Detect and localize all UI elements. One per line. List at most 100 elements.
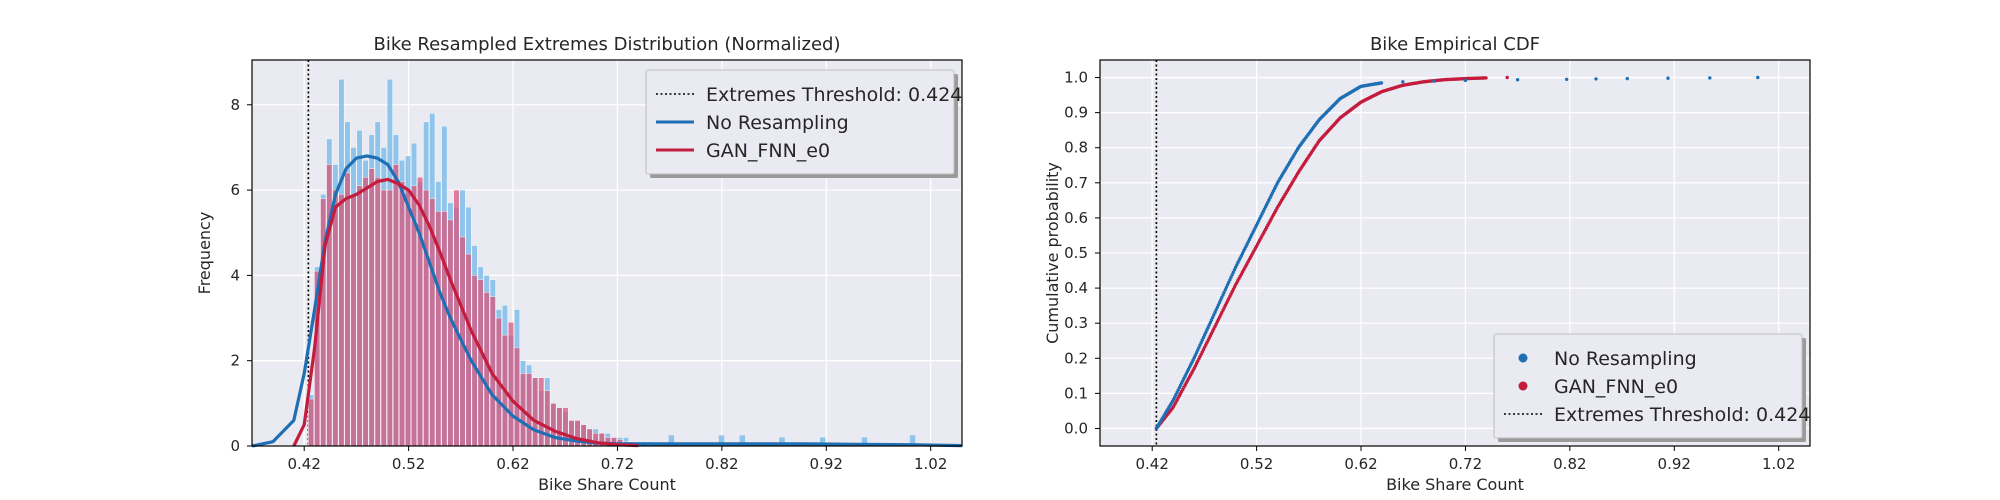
- x-tick-label: 1.02: [1762, 455, 1795, 473]
- histogram-bar: [538, 377, 545, 447]
- histogram-bar: [556, 407, 563, 447]
- histogram-bar: [308, 398, 315, 447]
- cdf-panel: 0.42 0.52 0.62 0.72 0.82 0.92 1.02 0.0 0.1 0.2 0.3…: [1043, 34, 1811, 494]
- y-tick-label: 0.6: [1064, 209, 1088, 227]
- histogram-bar: [441, 211, 448, 447]
- y-tick-label: 0.9: [1064, 104, 1088, 122]
- histogram-legend-box: [645, 69, 955, 175]
- histogram-y-axis-label: Frequency: [195, 212, 214, 295]
- histogram-bar: [374, 177, 381, 447]
- kde-line: [251, 154, 963, 448]
- histogram-bar: [386, 189, 393, 447]
- y-tick-label: 0: [230, 437, 240, 455]
- histogram-bar: [453, 189, 460, 447]
- cdf-point: [1463, 78, 1468, 83]
- cdf-point: [1594, 77, 1598, 81]
- histogram-bar: [417, 177, 424, 447]
- legend-threshold-label: Extremes Threshold: 0.424: [706, 84, 962, 106]
- y-tick-label: 0.0: [1064, 419, 1088, 437]
- x-tick-label: 0.72: [1449, 455, 1482, 473]
- histogram-bar: [356, 185, 363, 447]
- histogram-bar: [861, 437, 868, 446]
- x-tick-label: 1.02: [914, 455, 947, 473]
- x-tick-label: 0.52: [392, 455, 425, 473]
- cdf-point: [1209, 318, 1214, 322]
- histogram-bar: [332, 189, 339, 447]
- cdf-legend: No Resampling GAN_FNN_e0 Extremes Thresh…: [1493, 333, 1810, 442]
- histogram-bar: [779, 437, 785, 446]
- histogram-bar: [532, 377, 539, 447]
- histogram-bar: [368, 168, 375, 447]
- cdf-point: [1484, 76, 1488, 80]
- histogram-legend: Extremes Threshold: 0.424 No Resampling …: [645, 69, 962, 178]
- y-tick-label: 4: [230, 266, 240, 284]
- histogram-bar: [544, 390, 551, 447]
- cdf-frame: [1099, 59, 1811, 447]
- histogram-bar: [344, 172, 351, 447]
- histogram-frame: [251, 59, 963, 447]
- y-tick-label: 0.8: [1064, 139, 1088, 157]
- x-tick-label: 0.62: [496, 455, 529, 473]
- histogram-bar: [526, 373, 533, 447]
- x-tick-label: 0.82: [1553, 455, 1586, 473]
- histogram-bar: [739, 435, 746, 446]
- cdf-x-axis-label: Bike Share Count: [1386, 475, 1524, 494]
- cdf-point: [1625, 76, 1630, 81]
- x-tick-label: 0.62: [1344, 455, 1377, 473]
- cdf-point: [1379, 81, 1384, 85]
- y-tick-label: 0.1: [1064, 384, 1088, 402]
- histogram-bar: [392, 164, 399, 447]
- legend-no-resampling-label: No Resampling: [1554, 348, 1697, 370]
- y-tick-label: 0.5: [1064, 244, 1088, 262]
- cdf-point: [1432, 79, 1436, 83]
- x-tick-label: 0.42: [288, 455, 321, 473]
- cdf-y-axis-label: Cumulative probability: [1043, 162, 1062, 344]
- histogram-bar: [350, 194, 357, 447]
- histogram-bar: [362, 177, 369, 447]
- y-tick-label: 0.3: [1064, 314, 1088, 332]
- histogram-bar: [338, 194, 345, 447]
- histogram-bar: [405, 189, 411, 447]
- cdf-point: [1515, 78, 1520, 82]
- histogram-bar: [568, 420, 575, 447]
- histogram-bar: [508, 322, 514, 447]
- cdf-point: [1197, 345, 1201, 350]
- x-tick-label: 0.52: [1240, 455, 1273, 473]
- legend-gan-fnn-label: GAN_FNN_e0: [1554, 376, 1678, 398]
- y-tick-label: 0.2: [1064, 349, 1088, 367]
- histogram-bar: [399, 181, 405, 447]
- y-tick-label: 0.7: [1064, 174, 1088, 192]
- histogram-bar: [380, 189, 387, 447]
- y-tick-label: 2: [230, 352, 240, 370]
- histogram-bar: [423, 189, 430, 447]
- x-tick-label: 0.42: [1136, 455, 1169, 473]
- histogram-bar: [718, 435, 725, 446]
- cdf-points: [1154, 75, 1760, 431]
- cdf-title: Bike Empirical CDF: [1370, 34, 1540, 55]
- histogram-ticks: 0.42 0.52 0.62 0.72 0.82 0.92 1.02 0 2 4 6 8: [230, 96, 947, 473]
- histogram-kde-lines: [251, 154, 963, 448]
- histogram-bar: [447, 219, 454, 447]
- cdf-point: [1505, 75, 1509, 80]
- cdf-ticks: 0.42 0.52 0.62 0.72 0.82 0.92 1.02 0.0 0.1 0.2 0.3…: [1064, 69, 1795, 473]
- x-tick-label: 0.92: [1658, 455, 1691, 473]
- histogram-bar: [514, 347, 520, 447]
- y-tick-label: 6: [230, 181, 240, 199]
- histogram-bar: [550, 403, 557, 447]
- x-tick-label: 0.72: [601, 455, 634, 473]
- legend-gan-fnn-label: GAN_FNN_e0: [706, 140, 830, 162]
- histogram-bar: [668, 435, 675, 446]
- histogram-bar: [909, 435, 916, 446]
- histogram-bars: [308, 78, 916, 447]
- histogram-title: Bike Resampled Extremes Distribution (No…: [373, 34, 840, 55]
- legend-threshold-label: Extremes Threshold: 0.424: [1554, 404, 1810, 426]
- cdf-point: [1708, 76, 1712, 80]
- cdf-point: [1401, 80, 1405, 84]
- legend-no-resampling-label: No Resampling: [706, 112, 849, 134]
- x-tick-label: 0.92: [810, 455, 843, 473]
- histogram-bar: [477, 279, 484, 447]
- histogram-x-axis-label: Bike Share Count: [538, 475, 676, 494]
- histogram-panel: 0.42 0.52 0.62 0.72 0.82 0.92 1.02 0 2 4 6 8 Bike R…: [195, 34, 963, 494]
- legend-no-resampling-marker: [1518, 353, 1528, 363]
